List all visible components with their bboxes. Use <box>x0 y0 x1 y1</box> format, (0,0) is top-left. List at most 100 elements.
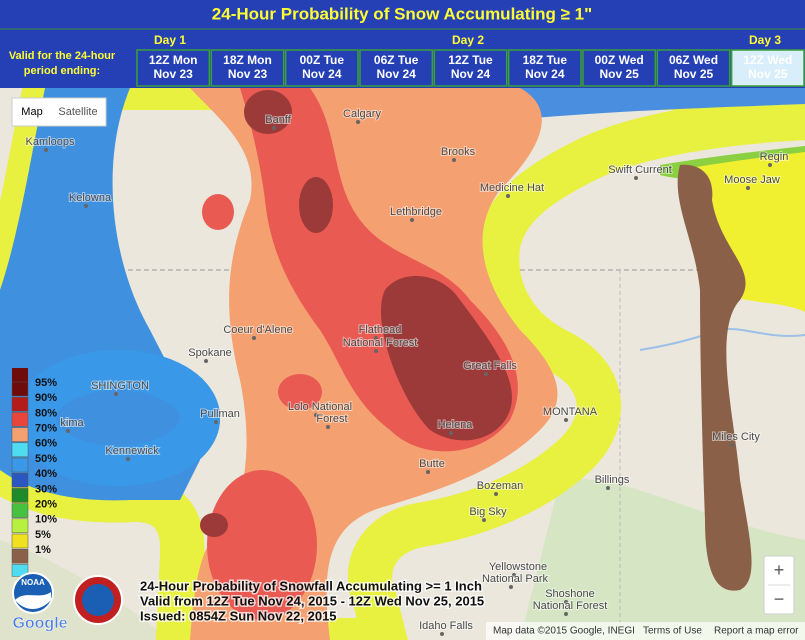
place-label: National Park <box>482 573 549 585</box>
legend: 95% 90% 80% 70% 60% 50% 40% 30% 20% 10% 5% 1% <box>11 368 57 577</box>
period-button[interactable] <box>359 49 434 87</box>
place-dot <box>84 204 88 208</box>
place-dot <box>449 431 453 435</box>
legend-label: 90% <box>35 392 57 404</box>
map: Calgary Banff Kamloops Kelowna Brooks Medicin… <box>0 88 805 640</box>
place-label: Bozeman <box>477 480 523 492</box>
legend-label: 40% <box>35 468 57 480</box>
place-label: National Forest <box>533 600 608 612</box>
place-dot <box>44 148 48 152</box>
legend-swatch <box>11 457 29 473</box>
place-label: Flathead <box>359 324 402 336</box>
valid-label: Valid for the 24-hour <box>9 50 116 62</box>
terms-link[interactable]: Terms of Use <box>643 626 702 637</box>
period-text: 06Z Wed <box>669 53 718 67</box>
period-text: Nov 23 <box>228 67 268 81</box>
place-label: Miles City <box>712 431 760 443</box>
period-text: Nov 24 <box>451 67 491 81</box>
place-label: Shoshone <box>545 588 595 600</box>
place-label: Swift Current <box>608 164 672 176</box>
logos: NOAA Google <box>12 572 123 632</box>
period-text: Nov 25 <box>674 67 714 81</box>
legend-label: 10% <box>35 514 57 526</box>
place-dot <box>730 443 734 447</box>
attribution: Map data ©2015 Google, INEGI <box>493 626 635 637</box>
place-dot <box>482 518 486 522</box>
place-dot <box>374 336 378 340</box>
place-label: Brooks <box>441 146 476 158</box>
legend-label: 60% <box>35 438 57 450</box>
period-text: 12Z Mon <box>149 53 198 67</box>
place-label: Billings <box>595 474 630 486</box>
zoom-in[interactable]: + <box>774 560 785 580</box>
legend-label: 70% <box>35 423 57 435</box>
period-button[interactable] <box>136 49 211 87</box>
place-dot <box>314 413 318 417</box>
band-darkred <box>381 276 512 441</box>
zoom-out[interactable]: − <box>774 589 785 609</box>
band-darkred <box>299 177 333 233</box>
place-dot <box>564 600 568 604</box>
place-dot <box>484 372 488 376</box>
report-link[interactable]: Report a map error <box>714 626 799 637</box>
period-text: 18Z Tue <box>523 53 568 67</box>
period-text: Nov 25 <box>748 67 788 81</box>
place-label: Big Sky <box>469 506 507 518</box>
place-label: Kennewick <box>105 445 159 457</box>
place-dot <box>512 573 516 577</box>
legend-swatch <box>11 442 29 458</box>
place-dot <box>114 392 118 396</box>
place-label: Great Falls <box>463 360 517 372</box>
legend-swatch <box>11 396 29 412</box>
period-button[interactable] <box>582 49 657 87</box>
place-dot <box>214 420 218 424</box>
place-dot <box>606 486 610 490</box>
place-dot <box>564 612 568 616</box>
period-button[interactable] <box>507 49 582 87</box>
period-button[interactable] <box>284 49 359 87</box>
legend-swatch <box>11 488 29 503</box>
day-label: Day 2 <box>452 33 484 47</box>
map-type-control: Map Satellite <box>11 97 107 127</box>
caption-line: 24-Hour Probability of Snowfall Accumula… <box>140 578 482 593</box>
place-label: Banff <box>265 114 291 126</box>
google-logo: Google <box>12 615 67 632</box>
band-darkred <box>200 513 228 537</box>
place-dot <box>126 457 130 461</box>
band-red <box>207 470 317 620</box>
legend-label: 50% <box>35 453 57 465</box>
legend-label: 20% <box>35 499 57 511</box>
legend-swatch <box>11 412 29 427</box>
place-label: Kelowna <box>69 192 112 204</box>
control-bg <box>11 97 107 127</box>
period-button[interactable] <box>210 49 285 87</box>
period-text: Nov 24 <box>376 67 416 81</box>
period-button[interactable] <box>656 49 731 87</box>
caption-line: Valid from 12Z Tue Nov 24, 2015 - 12Z We… <box>140 593 484 608</box>
place-label: Forest <box>316 413 347 425</box>
band-darkred <box>244 90 292 134</box>
hole <box>16 350 220 486</box>
legend-swatch <box>11 427 29 442</box>
period-button[interactable] <box>433 49 508 87</box>
legend-label: 30% <box>35 483 57 495</box>
legend-swatch <box>11 548 29 564</box>
satellite-button[interactable]: Satellite <box>58 106 97 118</box>
map-button[interactable]: Map <box>21 106 42 118</box>
period-text: Nov 25 <box>599 67 639 81</box>
period-text: Nov 24 <box>302 67 342 81</box>
place-dot <box>564 418 568 422</box>
place-label: Butte <box>419 458 445 470</box>
day-label: Day 1 <box>154 33 186 47</box>
place-label: Lethbridge <box>390 206 442 218</box>
caption: 24-Hour Probability of Snowfall Accumula… <box>139 577 486 625</box>
legend-swatch <box>12 368 28 382</box>
place-label: Kamloops <box>26 136 75 148</box>
place-label: Coeur d'Alene <box>223 324 292 336</box>
place-dot <box>374 349 378 353</box>
caption-line: Issued: 0854Z Sun Nov 22, 2015 <box>140 608 337 623</box>
place-dot <box>204 359 208 363</box>
period-button[interactable] <box>730 49 805 87</box>
band-red <box>278 374 322 410</box>
